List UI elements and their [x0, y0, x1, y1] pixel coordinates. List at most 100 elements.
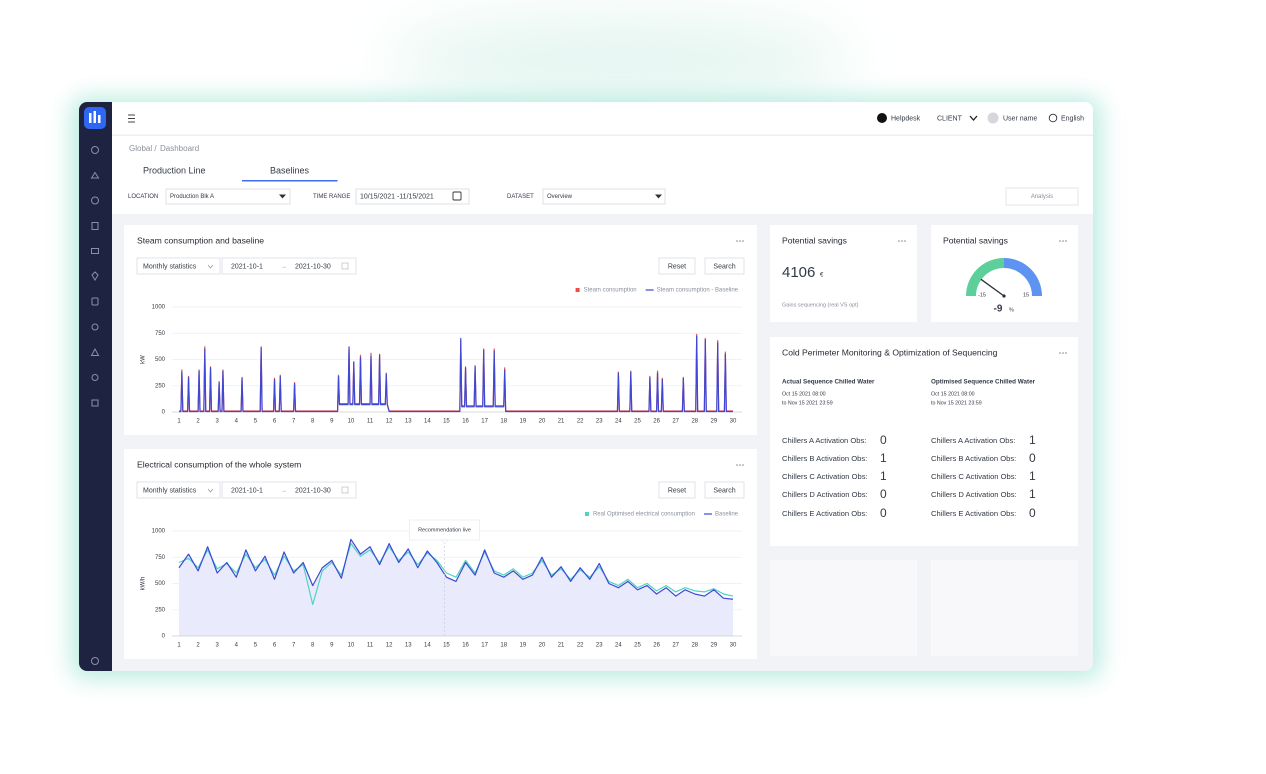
nav-icon[interactable] — [90, 171, 100, 179]
x-tick-label: 1 — [177, 419, 181, 425]
search-button[interactable] — [704, 481, 745, 499]
x-tick-label: 4 — [235, 419, 239, 425]
background-haze — [390, 15, 850, 105]
nav-icon[interactable] — [91, 297, 99, 306]
helpdesk-icon[interactable] — [877, 113, 887, 123]
language-select[interactable]: English — [1061, 115, 1084, 122]
x-tick-label: 9 — [330, 643, 334, 649]
x-tick-label: 15 — [443, 419, 450, 425]
nav-icon[interactable] — [91, 146, 99, 154]
analysis-button[interactable] — [1005, 187, 1079, 206]
row-value: 1 — [1029, 433, 1036, 447]
nav-icon[interactable] — [91, 222, 99, 230]
row-value: 1 — [1029, 487, 1036, 501]
search-label: Search — [713, 487, 735, 494]
row-value: 0 — [1029, 451, 1036, 465]
x-tick-label: 24 — [615, 643, 622, 649]
more-menu[interactable] — [1059, 240, 1067, 242]
row-label: Chillers A Activation Obs: — [931, 436, 1015, 445]
y-axis-label: kW — [141, 355, 147, 364]
row-label: Chillers E Activation Obs: — [931, 509, 1016, 518]
card — [770, 337, 1078, 546]
period-select[interactable] — [136, 257, 221, 275]
client-chevron[interactable] — [969, 115, 978, 121]
x-tick-label: 30 — [730, 643, 737, 649]
column-date: Oct 15 2021 08:00 — [931, 391, 975, 397]
annotation-text: Recommendation live — [418, 527, 471, 533]
x-tick-label: 20 — [539, 643, 546, 649]
user-avatar[interactable] — [987, 112, 999, 124]
nav-icon[interactable] — [91, 196, 99, 205]
y-tick-label: 0 — [162, 410, 166, 416]
user-name[interactable]: User name — [1003, 115, 1037, 122]
row-label: Chillers D Activation Obs: — [931, 490, 1017, 499]
logo-bars — [89, 111, 101, 123]
x-tick-label: 2 — [196, 643, 200, 649]
logo-bar — [93, 111, 96, 123]
date-separator: → — [281, 264, 287, 270]
y-tick-label: 500 — [155, 357, 166, 363]
period-select[interactable] — [136, 481, 221, 499]
tab-underline — [242, 180, 338, 182]
card-title: Potential savings — [782, 235, 847, 245]
date-range[interactable] — [221, 257, 357, 275]
x-tick-label: 1 — [177, 643, 181, 649]
row-value: 1 — [1029, 469, 1036, 483]
tab[interactable]: Production Line — [143, 165, 206, 175]
search-button[interactable] — [704, 257, 745, 275]
x-tick-label: 26 — [653, 419, 660, 425]
x-tick-label: 13 — [405, 419, 412, 425]
helpdesk-link[interactable]: Helpdesk — [891, 115, 921, 122]
x-tick-label: 2 — [196, 419, 200, 425]
reset-button[interactable] — [658, 481, 696, 499]
x-tick-label: 19 — [520, 643, 527, 649]
x-tick-label: 26 — [653, 643, 660, 649]
filter-label: TIME RANGE — [313, 194, 350, 200]
breadcrumb-current: Dashboard — [160, 144, 199, 153]
date-end: 2021-10-30 — [295, 263, 331, 270]
more-menu[interactable] — [736, 240, 744, 242]
date-range[interactable] — [221, 481, 357, 499]
row-label: Chillers C Activation Obs: — [931, 472, 1017, 481]
x-tick-label: 18 — [500, 643, 507, 649]
more-menu[interactable] — [1059, 352, 1067, 354]
nav-icon[interactable] — [91, 323, 99, 331]
y-tick-label: 1000 — [152, 305, 166, 311]
y-tick-label: 0 — [162, 634, 166, 640]
dynamic-content: Steam consumption and baseline Monthly st… — [136, 235, 1042, 649]
tab[interactable]: Baselines — [270, 165, 310, 175]
client-select[interactable]: CLIENT — [937, 115, 963, 122]
select-arrow — [655, 194, 662, 199]
gauge-unit: % — [1009, 307, 1014, 313]
more-menu[interactable] — [898, 240, 906, 242]
reset-button[interactable] — [658, 257, 696, 275]
row-label: Chillers E Activation Obs: — [782, 509, 867, 518]
menu-icon[interactable] — [128, 114, 135, 123]
dataset-value: Overview — [547, 194, 573, 200]
calendar-icon — [341, 262, 349, 270]
nav-icon[interactable] — [91, 374, 99, 381]
x-tick-label: 19 — [520, 419, 527, 425]
breadcrumb-root[interactable]: Global / — [129, 144, 157, 153]
more-menu[interactable] — [736, 464, 744, 466]
nav-icon[interactable] — [91, 399, 99, 407]
x-tick-label: 10 — [348, 643, 355, 649]
dataset-select[interactable] — [542, 188, 666, 205]
nav-icon[interactable] — [91, 271, 99, 281]
time-range-input[interactable] — [355, 188, 470, 205]
location-select[interactable] — [165, 188, 291, 205]
globe-icon[interactable] — [1048, 113, 1058, 123]
annotation-pointer — [440, 539, 449, 545]
x-tick-label: 16 — [462, 419, 469, 425]
nav-icon[interactable] — [91, 248, 99, 254]
card — [770, 225, 917, 322]
x-tick-label: 14 — [424, 643, 431, 649]
settings-icon[interactable] — [91, 657, 99, 665]
x-tick-label: 18 — [500, 419, 507, 425]
row-value: 0 — [880, 506, 887, 520]
filter-label: DATASET — [507, 194, 534, 200]
gauge-hub — [1002, 294, 1006, 298]
x-tick-label: 3 — [216, 419, 220, 425]
x-tick-label: 15 — [443, 643, 450, 649]
nav-icon[interactable] — [90, 347, 100, 356]
